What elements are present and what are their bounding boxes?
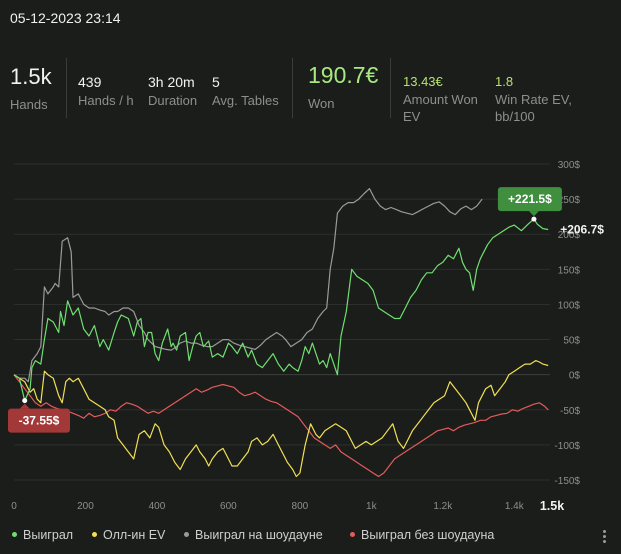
stats-row: 1.5k Hands 439 Hands / h 3h 20m Duration… <box>0 58 621 128</box>
stat-hands-per-hour-label: Hands / h <box>78 93 134 108</box>
stat-won-value: 190.7€ <box>308 62 379 88</box>
y-tick-label: 250$ <box>558 195 581 206</box>
stat-avg-tables-label: Avg. Tables <box>212 93 279 108</box>
x-tick-label: 200 <box>77 501 94 512</box>
max-point-marker <box>531 216 537 222</box>
max-badge-pointer <box>528 211 539 217</box>
stat-won: 190.7€ Won <box>308 62 378 112</box>
x-tick-label: 1.4k <box>505 501 525 512</box>
more-options-icon[interactable] <box>601 530 607 545</box>
stat-hands-label: Hands <box>10 97 48 112</box>
stat-amount-won-ev: 13.43€ Amount Won EV <box>403 74 491 125</box>
stat-win-rate-ev-value: 1.8 <box>495 74 514 89</box>
x-tick-label: 1.2k <box>433 501 453 512</box>
stat-avg-tables-value: 5 <box>212 74 220 90</box>
legend-label: Выиграл без шоудауна <box>361 528 495 542</box>
legend-label: Олл-ин EV <box>103 528 166 542</box>
stat-hands: 1.5k Hands <box>10 64 52 113</box>
min-badge <box>8 408 70 433</box>
min-point-marker <box>22 398 28 404</box>
y-tick-label: 0$ <box>569 371 581 382</box>
y-tick-label: 100$ <box>558 300 581 311</box>
stats-divider <box>390 58 391 118</box>
series-line-3 <box>13 374 549 478</box>
stat-hands-per-hour: 439 Hands / h <box>78 74 134 109</box>
x-tick-label: 400 <box>149 501 166 512</box>
min-badge-pointer <box>19 403 30 409</box>
session-datetime: 05-12-2023 23:14 <box>10 10 121 26</box>
profit-chart[interactable]: 300$ 250$ 200$ 150$ 100$ 50$ 0$ -50$ -100$ -150$ 0… <box>0 150 621 520</box>
y-tick-label: 200$ <box>558 230 581 241</box>
stat-duration-label: Duration <box>148 93 198 108</box>
legend-item-won-showdown[interactable]: Выиграл на шоудауне <box>184 528 323 542</box>
stat-amount-won-ev-label: Amount Won EV <box>403 92 478 124</box>
stat-won-label: Won <box>308 96 335 111</box>
x-tick-label: 800 <box>292 501 309 512</box>
y-tick-label: -100$ <box>554 441 580 452</box>
y-tick-label: -150$ <box>554 476 580 487</box>
stat-hands-per-hour-value: 439 <box>78 74 102 90</box>
legend-label: Выиграл <box>23 528 74 542</box>
max-badge-label: +221.5$ <box>508 192 552 206</box>
legend-dot-icon <box>92 532 97 538</box>
legend-item-won-no-showdown[interactable]: Выиграл без шоудауна <box>350 528 494 542</box>
legend-dot-icon <box>350 532 355 538</box>
legend-dot-icon <box>184 532 189 538</box>
stats-divider <box>66 58 67 118</box>
x-tick-label: 0 <box>11 501 17 512</box>
x-tick-label: 1k <box>366 501 378 512</box>
min-badge-label: -37.55$ <box>19 414 60 428</box>
legend-item-allin-ev[interactable]: Олл-ин EV <box>92 528 165 542</box>
y-tick-label: 50$ <box>563 336 580 347</box>
stat-duration-value: 3h 20m <box>148 74 195 90</box>
stat-hands-value: 1.5k <box>10 64 52 89</box>
legend-dot-icon <box>12 532 17 538</box>
y-tick-label: -50$ <box>560 406 580 417</box>
legend-label: Выиграл на шоудауне <box>195 528 323 542</box>
stat-win-rate-ev: 1.8 Win Rate EV, bb/100 <box>495 74 575 125</box>
x-max-label: 1.5k <box>540 499 564 513</box>
series-line-1 <box>13 360 549 478</box>
y-tick-label: 150$ <box>558 265 581 276</box>
end-value-label: +206.7$ <box>560 223 604 237</box>
y-tick-label: 300$ <box>558 160 581 171</box>
stat-duration: 3h 20m Duration <box>148 74 197 109</box>
stats-divider <box>292 58 293 118</box>
chart-legend: Выиграл Олл-ин EV Выиграл на шоудауне Вы… <box>0 528 621 548</box>
stat-win-rate-ev-label: Win Rate EV, bb/100 <box>495 92 572 124</box>
stat-amount-won-ev-value: 13.43€ <box>403 74 443 89</box>
max-badge <box>497 187 562 212</box>
stat-avg-tables: 5 Avg. Tables <box>212 74 279 109</box>
series-line-0 <box>13 218 549 402</box>
legend-item-won[interactable]: Выиграл <box>12 528 73 542</box>
x-tick-label: 600 <box>220 501 237 512</box>
series-line-2 <box>13 188 483 383</box>
